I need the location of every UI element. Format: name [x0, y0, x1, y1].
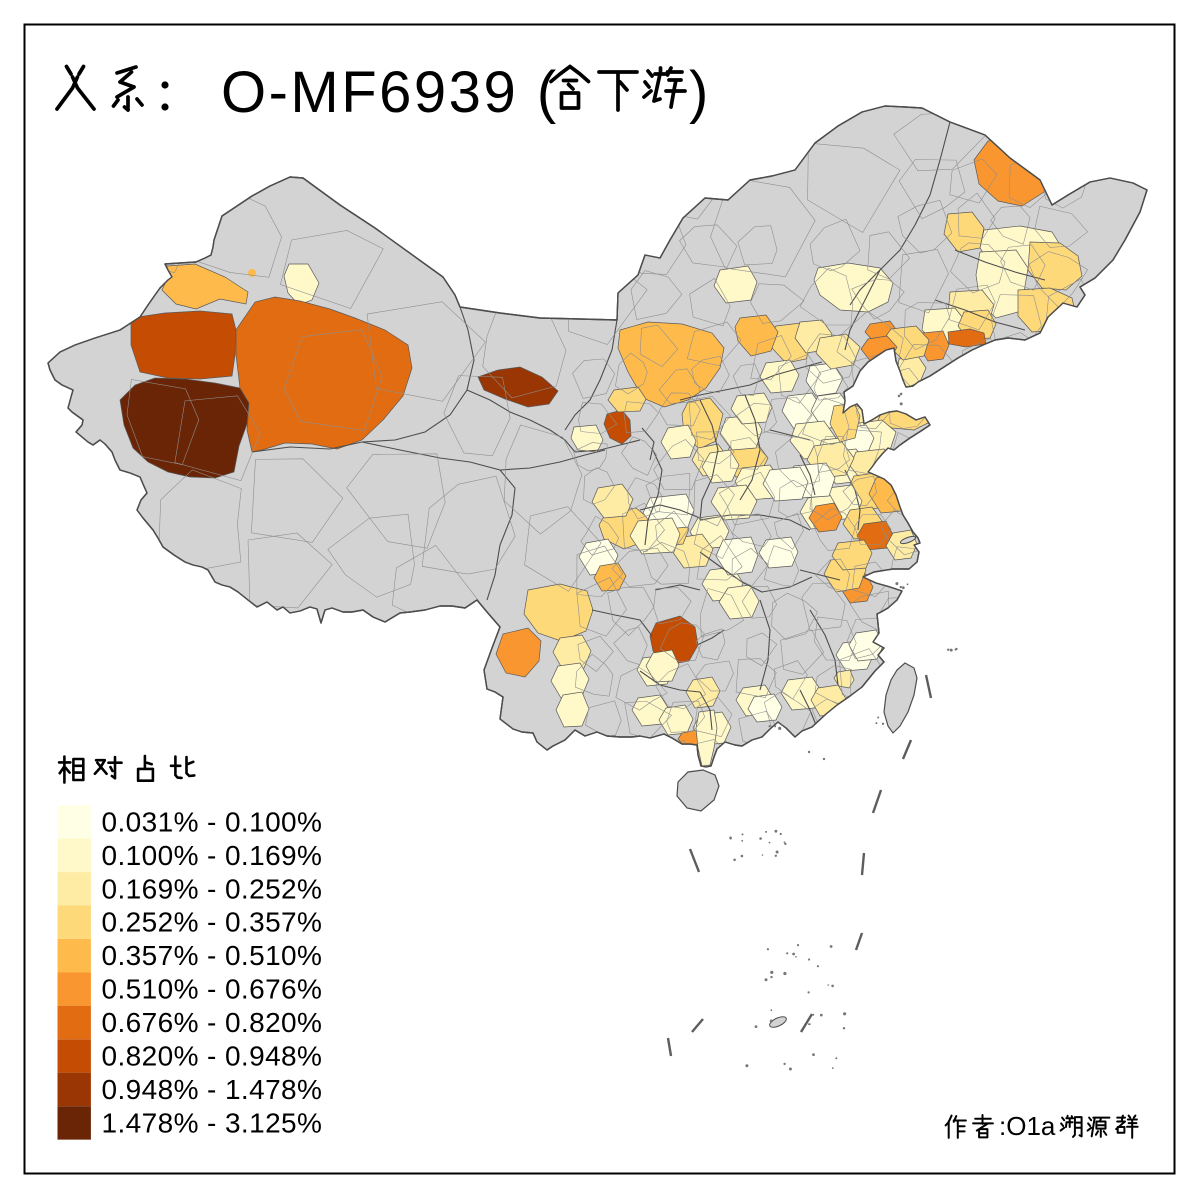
- svg-text:0.948% - 1.478%: 0.948% - 1.478%: [102, 1074, 323, 1105]
- svg-text:0.252% - 0.357%: 0.252% - 0.357%: [102, 907, 323, 938]
- svg-text:0.100% - 0.169%: 0.100% - 0.169%: [102, 840, 323, 871]
- svg-text:): ): [689, 60, 708, 125]
- svg-text:0.676% - 0.820%: 0.676% - 0.820%: [102, 1007, 323, 1038]
- svg-text:0.510% - 0.676%: 0.510% - 0.676%: [102, 974, 323, 1005]
- svg-text:0.031% - 0.100%: 0.031% - 0.100%: [102, 806, 323, 837]
- svg-text:1.478% - 3.125%: 1.478% - 3.125%: [102, 1107, 323, 1138]
- svg-text:O-MF6939 (: O-MF6939 (: [221, 60, 559, 125]
- svg-text:0.169% - 0.252%: 0.169% - 0.252%: [102, 873, 323, 904]
- svg-text:0.820% - 0.948%: 0.820% - 0.948%: [102, 1041, 323, 1072]
- svg-text::O1a: :O1a: [999, 1111, 1056, 1141]
- svg-text:0.357% - 0.510%: 0.357% - 0.510%: [102, 940, 323, 971]
